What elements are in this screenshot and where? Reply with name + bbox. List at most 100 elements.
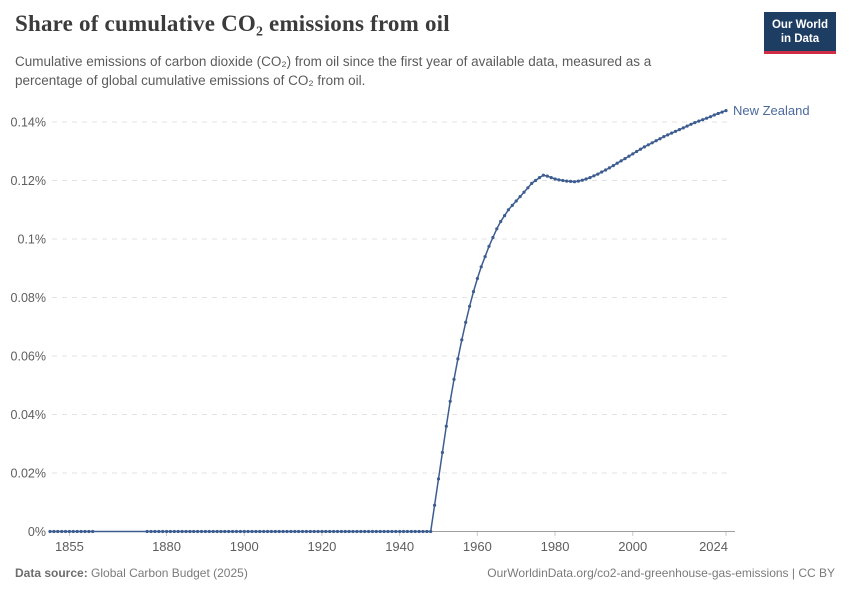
data-point[interactable] xyxy=(697,119,701,123)
data-point[interactable] xyxy=(304,529,308,534)
data-point[interactable] xyxy=(681,126,685,130)
data-point[interactable] xyxy=(576,179,581,183)
data-point[interactable] xyxy=(52,529,56,534)
data-point[interactable] xyxy=(561,178,565,183)
data-point[interactable] xyxy=(262,529,266,534)
data-point[interactable] xyxy=(363,529,367,534)
data-point[interactable] xyxy=(355,529,359,534)
data-point[interactable] xyxy=(91,529,95,534)
data-point[interactable] xyxy=(254,529,258,534)
data-point[interactable] xyxy=(343,529,347,534)
data-point[interactable] xyxy=(83,529,87,534)
data-point[interactable] xyxy=(328,529,332,534)
data-point[interactable] xyxy=(67,529,71,534)
data-point[interactable] xyxy=(650,141,654,145)
data-point[interactable] xyxy=(168,529,172,534)
data-point[interactable] xyxy=(701,118,705,122)
data-point[interactable] xyxy=(475,276,479,281)
data-point[interactable] xyxy=(63,529,68,534)
data-point[interactable] xyxy=(600,170,604,174)
data-point[interactable] xyxy=(627,154,631,158)
data-point[interactable] xyxy=(673,129,678,133)
data-point[interactable] xyxy=(405,529,409,534)
data-point[interactable] xyxy=(720,110,724,114)
data-point[interactable] xyxy=(192,529,196,534)
data-point[interactable] xyxy=(530,181,534,185)
data-point[interactable] xyxy=(584,177,588,181)
data-point[interactable] xyxy=(708,115,713,119)
data-point[interactable] xyxy=(250,529,254,534)
data-point[interactable] xyxy=(549,176,553,180)
data-point[interactable] xyxy=(316,529,320,534)
data-point[interactable] xyxy=(436,477,441,481)
footer-url-license[interactable]: OurWorldinData.org/co2-and-greenhouse-ga… xyxy=(487,566,835,580)
data-point[interactable] xyxy=(401,529,406,534)
data-point[interactable] xyxy=(285,529,289,534)
data-point[interactable] xyxy=(351,529,355,534)
data-point[interactable] xyxy=(514,199,518,203)
data-point[interactable] xyxy=(464,320,468,324)
data-point[interactable] xyxy=(635,149,639,154)
data-point[interactable] xyxy=(417,529,421,534)
data-point[interactable] xyxy=(503,214,507,218)
series-label[interactable]: New Zealand xyxy=(733,103,810,118)
data-point[interactable] xyxy=(390,529,394,534)
data-point[interactable] xyxy=(207,529,211,534)
data-point[interactable] xyxy=(569,179,573,183)
data-point[interactable] xyxy=(386,529,390,534)
data-point[interactable] xyxy=(611,164,615,168)
data-point[interactable] xyxy=(580,178,584,182)
data-point[interactable] xyxy=(545,174,549,178)
data-point[interactable] xyxy=(176,529,180,534)
data-point[interactable] xyxy=(565,179,569,183)
data-point[interactable] xyxy=(491,235,495,240)
data-point[interactable] xyxy=(269,529,273,534)
data-point[interactable] xyxy=(429,529,433,534)
data-point[interactable] xyxy=(277,529,281,534)
data-point[interactable] xyxy=(615,161,619,165)
data-point[interactable] xyxy=(670,131,674,135)
data-point[interactable] xyxy=(339,529,343,534)
data-point[interactable] xyxy=(398,529,402,534)
data-point[interactable] xyxy=(642,145,647,149)
data-point[interactable] xyxy=(347,529,351,534)
data-point[interactable] xyxy=(56,529,60,534)
data-point[interactable] xyxy=(184,529,188,534)
data-point[interactable] xyxy=(227,529,231,534)
data-point[interactable] xyxy=(452,377,456,381)
data-point[interactable] xyxy=(231,529,235,534)
data-point[interactable] xyxy=(281,529,285,534)
data-point[interactable] xyxy=(332,529,336,534)
data-point[interactable] xyxy=(631,152,635,156)
data-point[interactable] xyxy=(460,338,464,342)
data-point[interactable] xyxy=(433,503,437,507)
data-point[interactable] xyxy=(421,529,425,534)
data-point[interactable] xyxy=(289,529,293,534)
data-point[interactable] xyxy=(468,304,472,308)
data-point[interactable] xyxy=(483,255,487,259)
data-point[interactable] xyxy=(638,147,643,151)
data-point[interactable] xyxy=(203,529,207,534)
data-point[interactable] xyxy=(370,529,375,534)
data-point[interactable] xyxy=(623,157,627,161)
data-point[interactable] xyxy=(666,133,670,137)
data-point[interactable] xyxy=(506,208,510,212)
data-point[interactable] xyxy=(378,529,382,534)
data-point[interactable] xyxy=(273,529,277,534)
data-point[interactable] xyxy=(487,244,491,248)
data-point[interactable] xyxy=(526,186,530,190)
data-point[interactable] xyxy=(724,109,728,113)
data-point[interactable] xyxy=(456,357,460,361)
data-point[interactable] xyxy=(161,529,165,534)
data-point[interactable] xyxy=(588,176,592,180)
data-point[interactable] xyxy=(320,529,324,534)
data-point[interactable] xyxy=(553,177,557,181)
data-point[interactable] xyxy=(324,529,328,534)
data-point[interactable] xyxy=(211,529,215,534)
data-point[interactable] xyxy=(596,172,600,176)
data-point[interactable] xyxy=(479,265,483,269)
data-point[interactable] xyxy=(537,176,542,180)
data-point[interactable] xyxy=(215,529,219,534)
data-point[interactable] xyxy=(219,529,223,534)
